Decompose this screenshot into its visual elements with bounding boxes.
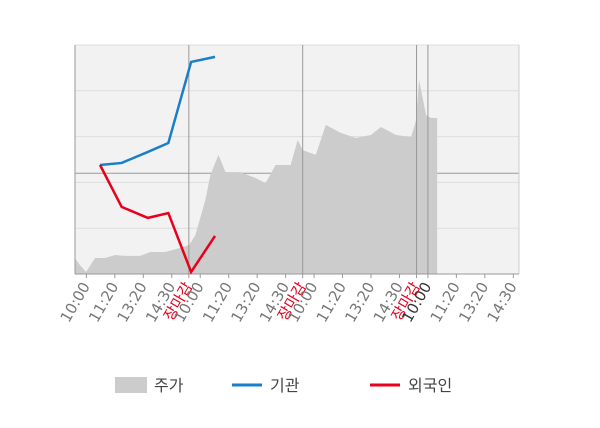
series-line [98,164,217,275]
legend-label: 주가 [154,376,184,395]
price-area [75,80,438,274]
x-tick-label: 14:30 [484,279,521,325]
legend-label: 기관 [270,376,300,395]
legend-swatch [115,377,147,393]
legend-label: 외국인 [408,376,452,395]
series-line [99,55,216,167]
